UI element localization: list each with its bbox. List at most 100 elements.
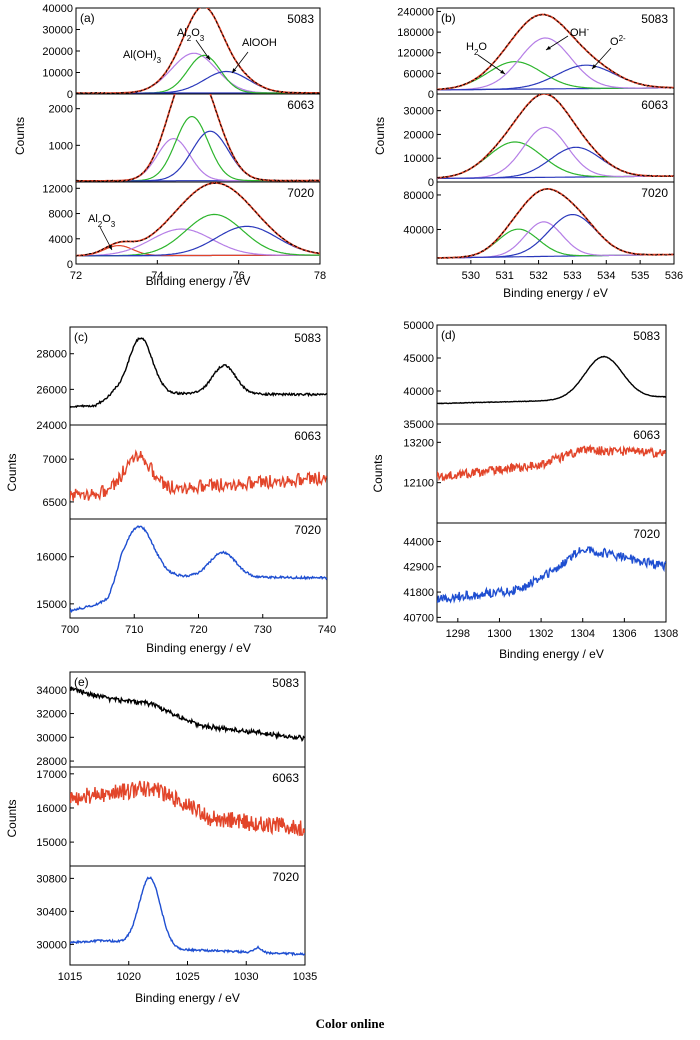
x-tick-label: 74 — [151, 270, 163, 282]
spectrum-line-5083 — [70, 686, 305, 742]
component-peak-line — [437, 141, 674, 179]
arrow-head — [500, 69, 505, 74]
y-tick-label: 10000 — [42, 68, 73, 80]
measured-spectrum-line — [437, 94, 674, 179]
subplot-6063: 6500 7000 6063 — [43, 424, 328, 520]
sample-label-5083: 5083 — [641, 12, 668, 26]
x-axis-label: Binding energy / eV — [499, 647, 604, 661]
spectrum-line-7020 — [70, 876, 305, 957]
subplot-5083: 28000 30000 32000 34000 5083 — [36, 671, 306, 768]
subplot-6063: 1000 2000 6063 — [49, 93, 321, 183]
y-tick-label: 16000 — [36, 803, 67, 815]
x-tick-label: 535 — [631, 270, 649, 282]
panel-letter: (d) — [441, 328, 456, 342]
panel-a: 0 10000 20000 30000 40000 5083 1000 2000 6063 0 40… — [13, 3, 326, 288]
subplot-6063: 15000 16000 17000 6063 — [36, 766, 306, 867]
y-tick-label: 20000 — [403, 129, 434, 141]
annotation-part: 2 — [474, 48, 479, 57]
x-axis-label: Binding energy / eV — [135, 991, 240, 1005]
subplot-frame — [69, 671, 306, 768]
series-group — [70, 780, 305, 837]
series-group — [437, 444, 666, 482]
arrow-head — [108, 245, 112, 250]
y-tick-label: 34000 — [36, 685, 67, 697]
series-group — [70, 876, 305, 957]
series-group — [70, 337, 327, 409]
x-tick-label: 1030 — [234, 971, 258, 983]
y-axis-label: Counts — [13, 117, 27, 155]
x-tick-label: 1302 — [529, 628, 553, 640]
subplot-frame — [69, 424, 328, 520]
component-peak-line — [76, 115, 320, 182]
y-tick-label: 0 — [67, 259, 73, 271]
y-tick-label: 42900 — [403, 562, 434, 574]
y-tick-label: 40000 — [403, 224, 434, 236]
sample-label-7020: 7020 — [294, 523, 321, 537]
y-tick-label: 240000 — [397, 6, 434, 18]
y-tick-label: 20000 — [42, 46, 73, 58]
spectrum-line-6063 — [437, 444, 666, 482]
component-peak-line — [76, 225, 320, 257]
y-tick-label: 6500 — [43, 497, 67, 509]
series-group — [437, 355, 666, 405]
component-peak-line — [76, 70, 320, 94]
sample-label-6063: 6063 — [641, 98, 668, 112]
y-tick-label: 16000 — [36, 552, 67, 564]
y-tick-label: 30000 — [36, 939, 67, 951]
annotation-al2o3-metal: Al2O3 — [88, 213, 116, 229]
x-tick-label: 530 — [462, 270, 480, 282]
sample-label-5083: 5083 — [287, 12, 314, 26]
y-tick-label: 30000 — [36, 732, 67, 744]
y-tick-label: 32000 — [36, 709, 67, 721]
sample-label-7020: 7020 — [287, 186, 314, 200]
y-tick-label: 17000 — [36, 769, 67, 781]
subplot-frame — [436, 522, 667, 623]
y-tick-label: 15000 — [36, 599, 67, 611]
subplot-7020: 40000 80000 7020 — [403, 181, 675, 265]
subplot-frame — [436, 324, 667, 425]
x-tick-label: 1308 — [654, 628, 678, 640]
subplot-frame — [75, 181, 321, 265]
y-tick-label: 15000 — [36, 837, 67, 849]
measured-spectrum-line — [76, 182, 320, 257]
envelope-fit-line — [76, 94, 320, 182]
annotation-part: O — [478, 41, 487, 53]
y-tick-label: 50000 — [403, 320, 434, 332]
panel-letter: (c) — [74, 330, 88, 344]
panel-e: 28000 30000 32000 34000 5083 15000 16000 17000 6… — [5, 671, 317, 1005]
y-tick-label: 28000 — [36, 756, 67, 768]
x-tick-label: 1015 — [58, 971, 82, 983]
annotation-arrow — [477, 54, 506, 75]
x-tick-label: 533 — [563, 270, 581, 282]
component-peak-line — [76, 228, 320, 257]
x-tick-label: 1304 — [570, 628, 594, 640]
subplot-7020: 15000 16000 7020 — [36, 518, 328, 619]
y-tick-label: 12000 — [42, 183, 73, 195]
y-tick-label: 13200 — [403, 437, 434, 449]
component-peak-line — [437, 146, 674, 179]
annotation-part: 2 — [98, 220, 103, 229]
annotation-part: O — [102, 213, 111, 225]
y-tick-label: 1000 — [49, 140, 73, 152]
y-tick-label: 28000 — [36, 349, 67, 361]
y-tick-label: 30000 — [42, 25, 73, 37]
subplot-7020: 40700 41800 42900 44000 7020 — [403, 522, 667, 624]
y-tick-label: 40700 — [403, 612, 434, 624]
x-axis-label: Binding energy / eV — [503, 286, 608, 300]
sample-label-5083: 5083 — [272, 676, 299, 690]
component-peak-line — [76, 137, 320, 182]
series-group — [437, 13, 674, 91]
y-tick-label: 2000 — [49, 104, 73, 116]
arrow-head — [592, 64, 597, 69]
y-tick-label: 0 — [428, 177, 434, 189]
x-tick-label: 1025 — [175, 971, 199, 983]
subplot-frame — [69, 518, 328, 619]
series-group — [437, 94, 674, 179]
subplot-5083: 0 60000 120000 180000 240000 5083 — [397, 6, 675, 101]
sample-label-6063: 6063 — [633, 428, 660, 442]
sample-label-5083: 5083 — [294, 331, 321, 345]
subplot-frame — [69, 766, 306, 867]
annotation-part: O — [191, 27, 200, 39]
y-tick-label: 30400 — [36, 906, 67, 918]
subplot-5083: 24000 26000 28000 5083 — [36, 326, 328, 432]
